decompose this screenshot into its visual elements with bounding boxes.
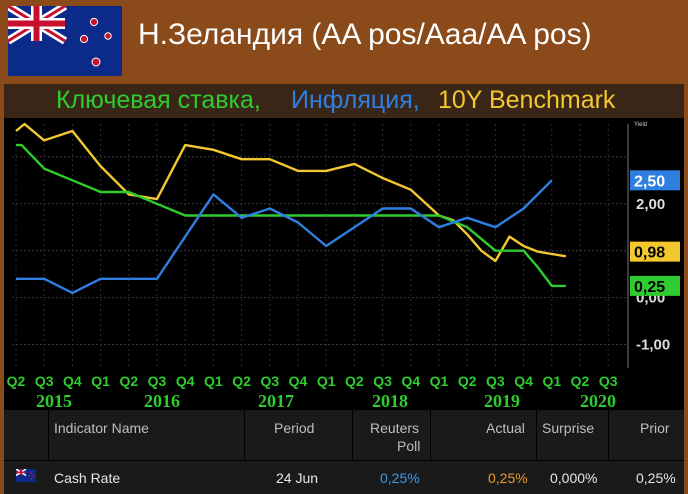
- x-tick-label: Q4: [176, 373, 195, 389]
- x-tick-label: Q4: [63, 373, 82, 389]
- x-tick-label: Q4: [401, 373, 420, 389]
- x-tick-label: Q1: [542, 373, 561, 389]
- series-line-key_rate: [16, 143, 566, 288]
- last-value-box-key_rate: [630, 275, 680, 296]
- x-tick-label: Q1: [204, 373, 223, 389]
- page-title: Н.Зеландия (AA pos/Aaa/AA pos): [138, 18, 592, 51]
- data-table: Indicator Name Period Reuters Poll Actua…: [4, 410, 684, 494]
- x-tick-label: Q4: [289, 373, 308, 389]
- x-year-label: 2020: [580, 391, 616, 410]
- row-prior: 0,25%: [636, 470, 676, 486]
- x-tick-label: Q3: [35, 373, 54, 389]
- x-tick-label: Q3: [486, 373, 505, 389]
- row-indicator: Cash Rate: [54, 470, 121, 486]
- y-axis-title: Yield: [634, 122, 647, 128]
- x-year-label: 2019: [484, 391, 520, 410]
- subtitle-key-rate: Ключевая ставка,: [56, 86, 261, 114]
- x-tick-label: Q3: [148, 373, 167, 389]
- x-tick-label: Q2: [232, 373, 251, 389]
- last-value-box-benchmark: [630, 241, 680, 262]
- series-line-inflation: [16, 179, 553, 295]
- header-period: Period: [274, 420, 315, 436]
- x-tick-label: Q1: [430, 373, 449, 389]
- x-tick-label: Q2: [7, 373, 26, 389]
- x-year-label: 2015: [36, 391, 72, 410]
- x-tick-label: Q4: [514, 373, 533, 389]
- row-actual: 0,25%: [488, 470, 528, 486]
- row-period: 24 Jun: [276, 470, 319, 486]
- header-indicator: Indicator Name: [54, 420, 149, 436]
- row-nz-flag-icon: [16, 469, 36, 482]
- last-value-box-inflation: [630, 170, 680, 191]
- header-surprise: Surprise: [542, 420, 595, 436]
- plot-area: [12, 124, 628, 368]
- x-tick-label: Q2: [119, 373, 138, 389]
- y-tick-label: -1,00: [636, 337, 670, 354]
- subtitle-bar: Ключевая ставка, Инфляция, 10Y Benchmark: [4, 84, 684, 118]
- header-reuters: Reuters: [370, 420, 420, 436]
- x-tick-label: Q3: [373, 373, 392, 389]
- x-tick-label: Q3: [599, 373, 618, 389]
- x-tick-label: Q2: [458, 373, 477, 389]
- chart: Yield 2,00 0,00 -1,00 2,50 0,98 0,25 Q2 Q3 Q4 Q1 Q2…: [4, 118, 684, 411]
- header-actual: Actual: [486, 420, 525, 436]
- y-tick-label: 2,00: [636, 196, 665, 213]
- x-year-label: 2018: [372, 391, 408, 410]
- subtitle-inflation: Инфляция,: [291, 86, 420, 114]
- last-value-label-benchmark: 0,98: [634, 245, 665, 262]
- header-poll: Poll: [397, 438, 421, 454]
- header-prior: Prior: [640, 420, 670, 436]
- series-line-benchmark: [15, 122, 567, 263]
- x-year-label: 2017: [258, 391, 294, 410]
- header: Н.Зеландия (AA pos/Aaa/AA pos): [0, 0, 688, 80]
- x-tick-label: Q2: [345, 373, 364, 389]
- row-surprise: 0,000%: [550, 470, 598, 486]
- x-year-label: 2016: [144, 391, 180, 410]
- last-value-label-inflation: 2,50: [634, 173, 665, 190]
- nz-flag-icon: [8, 6, 122, 76]
- subtitle-benchmark: 10Y Benchmark: [438, 86, 616, 114]
- last-value-label-key_rate: 0,25: [634, 279, 665, 296]
- x-tick-label: Q1: [91, 373, 110, 389]
- x-tick-label: Q1: [317, 373, 336, 389]
- x-tick-label: Q2: [571, 373, 590, 389]
- row-reuters: 0,25%: [380, 470, 420, 486]
- x-tick-label: Q3: [260, 373, 279, 389]
